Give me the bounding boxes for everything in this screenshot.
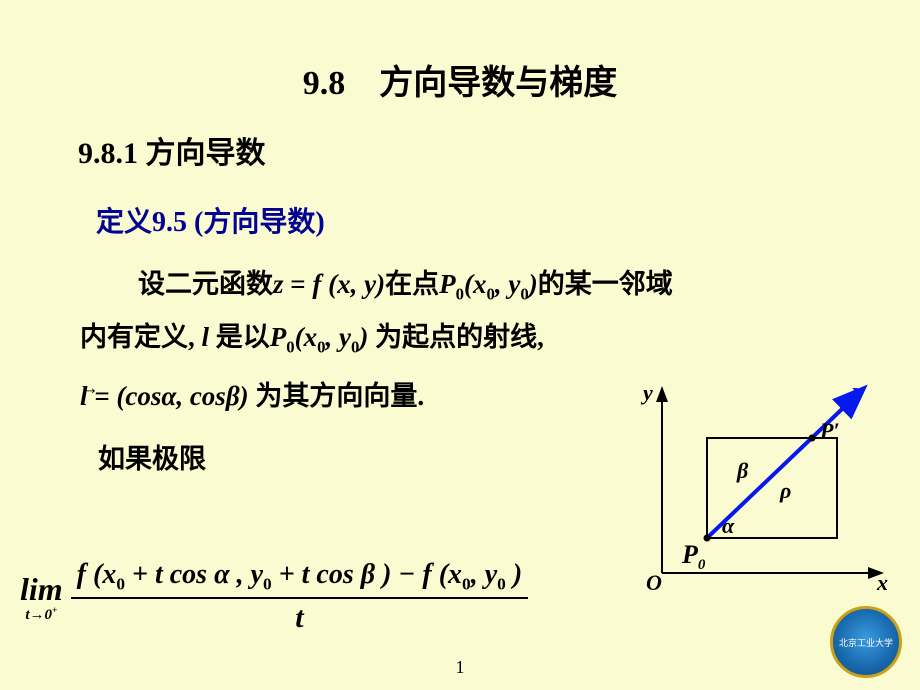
point-pprime [809, 435, 816, 442]
text: 为其方向向量. [255, 381, 424, 411]
var-l: l [202, 322, 216, 352]
vec-l: →l [80, 381, 88, 411]
var-x0: x [473, 269, 487, 299]
var-z: z [273, 269, 284, 299]
var-P0: P [270, 322, 287, 352]
text: , [326, 322, 340, 352]
text: , cos [176, 381, 226, 411]
text: 在点 [385, 269, 439, 299]
text: (x, y) [328, 269, 385, 299]
fraction: f (x0 + t cos α , y0 + t cos β ) − f (x0… [71, 559, 529, 635]
var-y0: y [508, 269, 520, 299]
alpha-label: α [722, 513, 735, 538]
text: ) [529, 269, 538, 299]
text: 如果极限 [98, 444, 206, 474]
x-label: x [876, 570, 888, 595]
var-y0: y [339, 322, 351, 352]
sub: 0 [286, 337, 294, 356]
y-label: y [640, 380, 653, 405]
text: 内有定义, [80, 322, 202, 352]
origin-label: O [646, 570, 662, 595]
page-number: 1 [456, 657, 465, 678]
sub: 0 [520, 284, 528, 303]
university-logo: 北京工业大学 [830, 606, 902, 678]
lim-label: lim [20, 571, 63, 608]
sub: 0 [456, 284, 464, 303]
pprime-label: P′ [819, 418, 840, 443]
var-P0: P [439, 269, 456, 299]
text: 的某一邻域 [538, 269, 673, 299]
text: 为起点的射线, [375, 322, 544, 352]
definition-heading: 定义9.5 (方向导数) [0, 200, 920, 240]
beta: β [226, 381, 240, 411]
text: 设二元函数 [138, 269, 273, 299]
section-subtitle: 9.8.1 方向导数 [0, 128, 920, 172]
text: ) [240, 381, 256, 411]
p0-label: P0 [681, 540, 706, 573]
point-p0 [704, 535, 711, 542]
text: , [495, 269, 509, 299]
denominator: t [71, 599, 529, 635]
limit-expression: lim t→0+ f (x0 + t cos α , y0 + t cos β … [20, 559, 528, 635]
direction-diagram: y x O l P0 P′ α β ρ [632, 378, 892, 598]
alpha: α [161, 381, 176, 411]
text: ( [295, 322, 304, 352]
text: ( [464, 269, 473, 299]
text: = [284, 269, 313, 299]
text: 是以 [216, 322, 270, 352]
rho-label: ρ [779, 478, 791, 503]
var-f: f [312, 269, 328, 299]
slide-title: 9.8 方向导数与梯度 [0, 0, 920, 104]
lim-sub: t→0+ [20, 606, 63, 624]
text: ) [359, 322, 375, 352]
var-x0: x [304, 322, 318, 352]
vec-arrow-icon: → [80, 371, 99, 408]
l-label: l [850, 384, 858, 415]
sub: 0 [487, 284, 495, 303]
beta-label: β [736, 458, 749, 483]
sub: 0 [317, 337, 325, 356]
numerator: f (x0 + t cos α , y0 + t cos β ) − f (x0… [71, 559, 529, 599]
